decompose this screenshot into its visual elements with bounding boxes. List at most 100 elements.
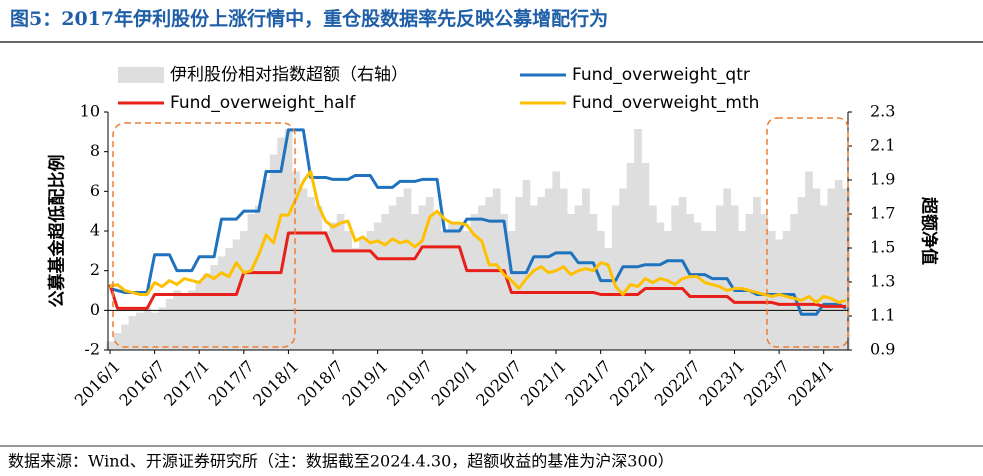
area-bar — [128, 316, 137, 350]
area-bar — [485, 197, 494, 350]
source: 数据来源：Wind、开源证券研究所（注：数据截至2024.4.30，超额收益的基… — [8, 452, 674, 471]
x-tick-label: 2017/7 — [205, 357, 258, 410]
y-axis-title: 公募基金超低配比例 — [47, 155, 68, 308]
area-bar — [819, 205, 828, 350]
x-tick-label: 2018/7 — [294, 357, 347, 410]
area-bar — [299, 188, 308, 350]
legend-label: Fund_overweight_half — [170, 93, 356, 113]
area-bar — [217, 256, 226, 350]
x-tick-label: 2022/1 — [606, 357, 659, 410]
plot: -202468100.91.11.31.51.71.92.12.32016/12… — [71, 102, 896, 410]
x-tick-label: 2016/1 — [71, 357, 124, 410]
area-bar — [121, 324, 129, 350]
area-bar — [790, 214, 798, 350]
area-bar — [210, 265, 219, 350]
area-bar — [344, 231, 352, 350]
area-bar — [254, 205, 263, 350]
x-tick-label: 2017/1 — [160, 357, 213, 410]
area-bar — [188, 290, 196, 350]
highlight-box — [112, 122, 296, 348]
area-bar — [567, 214, 575, 350]
area-bar — [782, 231, 791, 350]
area-bar — [589, 214, 598, 350]
area-bar — [626, 163, 635, 350]
area-bar — [730, 205, 739, 350]
area-bar — [113, 333, 122, 350]
area-bar — [805, 171, 813, 350]
area-bar — [671, 205, 680, 350]
area-bar — [292, 171, 300, 350]
area-bar — [812, 188, 821, 350]
y2-tick-label: 0.9 — [870, 340, 895, 359]
area-bar — [604, 248, 613, 350]
area-bar — [470, 214, 479, 350]
y-tick-label: 6 — [90, 181, 100, 200]
y-tick-label: 2 — [90, 260, 100, 279]
x-tick-label: 2022/7 — [651, 357, 704, 410]
y-tick-label: 8 — [90, 141, 100, 160]
x-tick-label: 2021/1 — [517, 357, 570, 410]
area-bar — [686, 214, 694, 350]
highlight-box — [766, 117, 849, 348]
area-bar — [277, 137, 286, 350]
area-bar — [634, 129, 642, 350]
area-bar — [537, 197, 546, 350]
area-bar — [381, 214, 390, 350]
x-tick-label: 2019/1 — [338, 357, 391, 410]
area-bar — [269, 154, 278, 350]
y2-tick-label: 1.1 — [870, 306, 895, 325]
area-bar — [478, 205, 486, 350]
legend-label: Fund_overweight_mth — [572, 93, 759, 113]
area-bar — [359, 239, 367, 350]
area-bar — [678, 197, 687, 350]
x-tick-label: 2018/1 — [249, 357, 302, 410]
area-bar — [797, 197, 806, 350]
y-tick-label: 10 — [80, 102, 100, 121]
area-bar — [693, 222, 702, 350]
legend-swatch — [118, 67, 164, 83]
area-bar — [321, 231, 330, 350]
area-bar — [396, 197, 404, 350]
area-bar — [663, 231, 672, 350]
x-tick-label: 2020/1 — [428, 357, 481, 410]
y-tick-label: 4 — [90, 221, 100, 240]
area-bar — [708, 231, 717, 350]
area-bar — [559, 188, 568, 350]
area-bar — [136, 312, 144, 350]
x-tick-label: 2020/7 — [472, 357, 525, 410]
y-tick-label: 0 — [90, 300, 100, 319]
y2-tick-label: 1.7 — [870, 204, 895, 223]
area-bar — [150, 312, 159, 350]
x-tick-label: 2019/7 — [383, 357, 436, 410]
area-bar — [641, 163, 650, 350]
area-bar — [329, 222, 338, 350]
area-bar — [173, 290, 181, 350]
area-bar — [262, 180, 271, 350]
area-bar — [440, 231, 449, 350]
y2-tick-label: 2.3 — [870, 102, 895, 121]
area-bar — [530, 205, 538, 350]
area-bar — [314, 205, 323, 350]
area-bar — [701, 231, 709, 350]
area-bar — [336, 214, 345, 350]
area-bar — [180, 295, 189, 350]
x-tick-label: 2024/1 — [784, 357, 837, 410]
y2-tick-label: 2.1 — [870, 136, 895, 155]
y-tick-label: -2 — [84, 340, 100, 359]
area-bar — [373, 222, 382, 350]
legend-label: Fund_overweight_qtr — [572, 65, 750, 85]
area-bar — [463, 231, 471, 350]
x-tick-label: 2023/1 — [695, 357, 748, 410]
area-bar — [842, 188, 851, 350]
area-bar — [745, 214, 754, 350]
area-bar — [195, 282, 204, 350]
area-bar — [351, 248, 360, 350]
area-bar — [448, 222, 456, 350]
area-bar — [418, 205, 427, 350]
area-bar — [143, 307, 152, 350]
area-bar — [202, 273, 211, 350]
area-bar — [500, 214, 509, 350]
area-bar — [753, 197, 761, 350]
area-bar — [307, 197, 315, 350]
